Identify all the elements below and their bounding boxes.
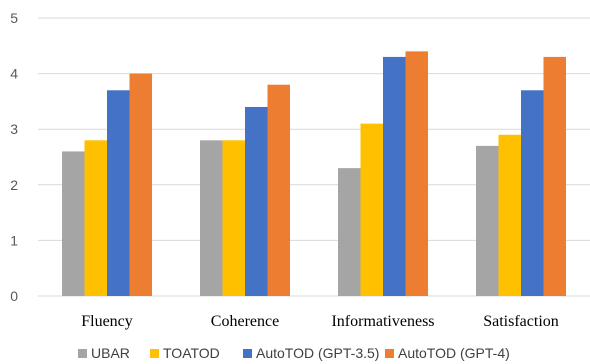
legend-swatch [150,349,159,358]
bar-fluency-toatod [84,140,107,296]
y-tick-label: 5 [10,10,18,26]
category-label: Coherence [211,313,279,330]
legend-label: UBAR [91,345,130,361]
bar-informativeness-autotod-gpt-4 [405,51,428,296]
bar-satisfaction-autotod-gpt-3-5 [521,90,544,296]
legend-swatch [385,349,394,358]
y-tick-label: 1 [10,232,18,248]
category-label: Satisfaction [483,313,559,330]
bar-coherence-toatod [222,140,245,296]
bar-fluency-autotod-gpt-3-5 [107,90,130,296]
bar-fluency-autotod-gpt-4 [129,73,152,296]
bar-fluency-ubar [62,151,85,296]
bar-informativeness-ubar [338,168,361,296]
bar-satisfaction-ubar [476,145,499,296]
legend-swatch [78,349,87,358]
bar-coherence-ubar [200,140,223,296]
bar-informativeness-autotod-gpt-3-5 [383,56,406,296]
category-label: Fluency [81,313,133,330]
legend-label: TOATOD [163,345,220,361]
y-tick-label: 3 [10,121,18,137]
category-label: Informativeness [331,313,434,330]
bar-coherence-autotod-gpt-4 [267,84,290,296]
bar-satisfaction-autotod-gpt-4 [543,56,566,296]
y-tick-label: 0 [10,288,18,304]
bar-informativeness-toatod [360,123,383,296]
y-tick-label: 2 [10,177,18,193]
bar-satisfaction-toatod [498,134,521,296]
y-tick-label: 4 [10,66,18,82]
legend: UBAR TOATOD AutoTOD (GPT-3.5) AutoTOD (GPT-… [78,345,510,361]
bar-coherence-autotod-gpt-3-5 [245,106,268,297]
legend-label: AutoTOD (GPT-3.5) [256,345,379,361]
legend-label: AutoTOD (GPT-4) [398,345,510,361]
y-axis-tick-labels: 0 1 2 3 4 5 [10,10,18,304]
legend-swatch [243,349,252,358]
x-axis-category-labels: Fluency Coherence Informativeness Satisfact… [81,313,559,330]
bars [62,51,566,297]
